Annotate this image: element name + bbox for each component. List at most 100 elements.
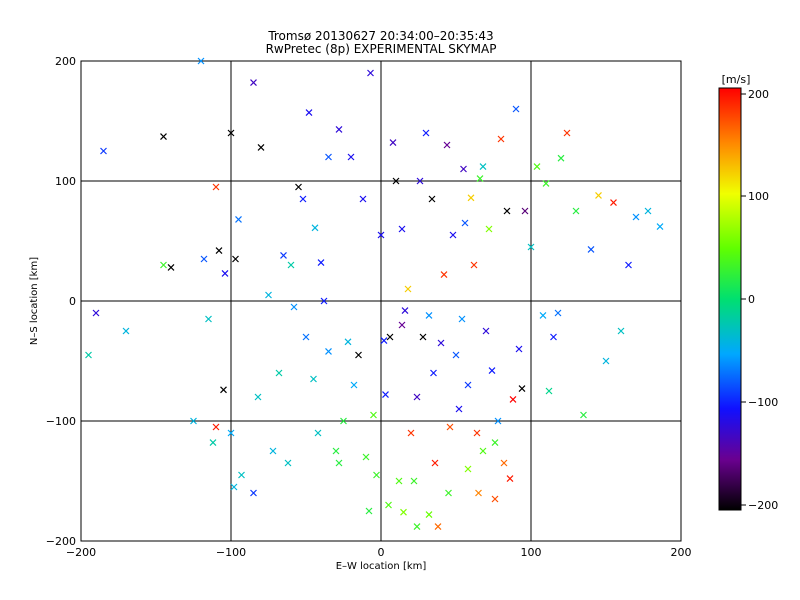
colorbar-tick-label: 100 — [748, 190, 769, 203]
data-point-x-marker — [160, 133, 167, 141]
colorbar-tick-label: 0 — [748, 293, 755, 306]
data-point-x-marker — [377, 231, 385, 239]
data-point-x-marker — [335, 459, 343, 467]
data-point-x-marker — [355, 351, 362, 359]
data-point-x-marker — [470, 261, 478, 269]
data-point-x-marker — [401, 307, 409, 315]
data-point-x-marker — [449, 231, 457, 239]
data-point-x-marker — [485, 225, 493, 233]
y-axis-label: N–S location [km] — [29, 257, 40, 345]
data-point-x-marker — [290, 303, 298, 311]
data-point-x-marker — [404, 285, 412, 293]
data-point-x-marker — [122, 327, 130, 335]
data-point-x-marker — [221, 269, 229, 277]
colorbar-tick-label: −200 — [748, 499, 778, 512]
data-point-x-marker — [287, 261, 295, 269]
data-point-x-marker — [413, 393, 421, 401]
data-point-x-marker — [359, 195, 367, 203]
data-point-x-marker — [610, 199, 617, 207]
data-point-x-marker — [212, 183, 220, 191]
y-tick-labels: 200 100 0 −100 −200 — [46, 55, 76, 548]
chart-subtitle: RwPretec (8p) EXPERIMENTAL SKYMAP — [266, 42, 497, 56]
data-point-x-marker — [467, 194, 475, 202]
data-point-x-marker — [440, 271, 448, 279]
data-point-x-marker — [494, 417, 502, 425]
data-point-x-marker — [347, 153, 355, 161]
data-point-x-marker — [617, 327, 625, 335]
data-point-x-marker — [416, 177, 424, 185]
data-point-x-marker — [212, 423, 220, 431]
data-point-x-marker — [386, 333, 394, 341]
data-point-x-marker — [280, 251, 287, 259]
data-point-x-marker — [425, 311, 433, 319]
data-point-x-marker — [250, 79, 257, 87]
data-point-x-marker — [437, 339, 445, 347]
data-point-x-marker — [305, 109, 313, 117]
data-point-x-marker — [269, 447, 277, 455]
data-point-x-marker — [563, 129, 571, 137]
data-points — [85, 57, 664, 531]
data-point-x-marker — [317, 259, 325, 267]
data-point-x-marker — [100, 147, 107, 155]
data-point-x-marker — [500, 459, 508, 467]
data-point-x-marker — [550, 333, 557, 341]
data-point-x-marker — [625, 261, 632, 269]
data-point-x-marker — [580, 411, 587, 419]
data-point-x-marker — [458, 315, 466, 323]
colorbar — [718, 87, 742, 511]
data-point-x-marker — [392, 177, 400, 185]
colorbar-tick-label: −100 — [748, 396, 778, 409]
data-point-x-marker — [509, 395, 517, 403]
data-point-x-marker — [506, 475, 514, 483]
data-point-x-marker — [460, 165, 467, 173]
data-point-x-marker — [476, 175, 484, 183]
data-point-x-marker — [461, 219, 469, 227]
data-point-x-marker — [209, 439, 217, 447]
data-point-x-marker — [464, 381, 472, 389]
data-point-x-marker — [527, 243, 535, 251]
data-point-x-marker — [370, 411, 377, 419]
data-point-x-marker — [473, 429, 481, 437]
data-point-x-marker — [434, 523, 442, 531]
data-point-x-marker — [302, 333, 310, 341]
data-point-x-marker — [545, 387, 553, 395]
grid — [81, 61, 681, 541]
data-point-x-marker — [644, 207, 652, 215]
data-point-x-marker — [430, 369, 437, 377]
data-point-x-marker — [521, 207, 529, 215]
y-tick-label: 100 — [55, 175, 76, 188]
data-point-x-marker — [167, 263, 175, 271]
x-tick-labels: −200 −100 0 100 200 — [66, 546, 692, 559]
data-point-x-marker — [200, 255, 208, 263]
data-point-x-marker — [554, 309, 562, 317]
y-tick-label: −100 — [46, 415, 76, 428]
y-tick-label: 0 — [69, 295, 76, 308]
data-point-x-marker — [491, 439, 499, 447]
data-point-x-marker — [445, 489, 452, 497]
data-point-x-marker — [284, 459, 292, 467]
data-point-x-marker — [572, 207, 580, 215]
data-point-x-marker — [220, 386, 227, 394]
data-point-x-marker — [367, 69, 374, 77]
data-point-x-marker — [632, 213, 640, 221]
colorbar-tick-label: 200 — [748, 88, 769, 101]
data-point-x-marker — [380, 337, 388, 345]
data-point-x-marker — [275, 369, 283, 377]
data-point-x-marker — [320, 297, 328, 305]
x-tick-label: 200 — [671, 546, 692, 559]
data-point-x-marker — [314, 429, 322, 437]
data-point-x-marker — [407, 429, 415, 437]
data-point-x-marker — [257, 143, 265, 151]
colorbar-ticks — [741, 93, 746, 506]
data-point-x-marker — [344, 338, 352, 346]
data-point-x-marker — [491, 495, 499, 503]
x-tick-label: 100 — [521, 546, 542, 559]
data-point-x-marker — [373, 471, 380, 479]
data-point-x-marker — [232, 255, 239, 263]
data-point-x-marker — [238, 471, 245, 479]
data-point-x-marker — [497, 135, 505, 143]
data-point-x-marker — [250, 489, 257, 497]
data-point-x-marker — [365, 507, 373, 515]
data-point-x-marker — [230, 483, 238, 491]
data-point-x-marker — [443, 141, 451, 149]
